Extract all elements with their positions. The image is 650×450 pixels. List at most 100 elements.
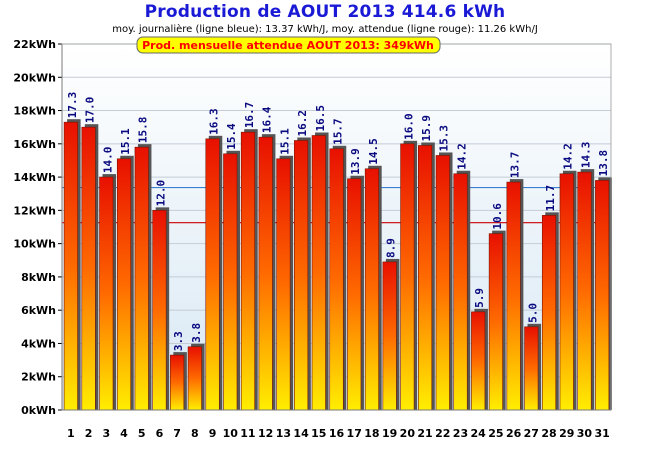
x-tick-label: 23	[453, 427, 468, 440]
bar	[382, 261, 397, 411]
bar	[435, 155, 450, 411]
data-label: 11.7	[544, 185, 557, 212]
bar	[187, 346, 202, 411]
x-tick-label: 14	[293, 427, 309, 440]
bar	[364, 168, 379, 411]
x-tick-label: 16	[329, 427, 345, 440]
x-tick-label: 26	[506, 427, 522, 440]
data-label: 5.9	[473, 288, 486, 308]
data-label: 15.1	[119, 128, 132, 155]
data-label: 3.3	[172, 331, 185, 351]
x-tick-label: 28	[541, 427, 556, 440]
y-tick-label: 2kWh	[21, 371, 56, 384]
bar	[541, 215, 557, 411]
x-tick-label: 9	[209, 427, 217, 440]
bar	[240, 131, 256, 411]
bar	[453, 173, 468, 411]
bar	[524, 326, 539, 411]
data-label: 16.0	[402, 113, 415, 140]
chart-title: Production de AOUT 2013 414.6 kWh	[144, 2, 506, 22]
x-tick-label: 31	[594, 427, 609, 440]
bar	[81, 126, 96, 411]
data-label: 16.2	[296, 110, 309, 137]
data-label: 15.4	[225, 123, 238, 150]
x-tick-label: 24	[471, 427, 487, 440]
x-tick-label: 18	[364, 427, 379, 440]
y-tick-label: 16kWh	[13, 138, 56, 151]
y-tick-label: 10kWh	[13, 238, 56, 251]
data-label: 5.0	[526, 303, 539, 323]
x-tick-label: 3	[102, 427, 110, 440]
data-label: 16.7	[243, 102, 256, 128]
bar	[99, 176, 114, 411]
data-label: 13.7	[509, 152, 522, 179]
data-label: 16.5	[314, 105, 327, 132]
y-tick-label: 22kWh	[13, 38, 56, 51]
bar	[559, 173, 574, 411]
y-tick-label: 12kWh	[13, 204, 56, 217]
data-label: 13.9	[349, 148, 362, 175]
data-label: 15.8	[137, 117, 150, 144]
bar	[223, 153, 238, 411]
y-tick-label: 18kWh	[13, 105, 56, 118]
data-label: 3.8	[190, 323, 203, 343]
annotation-box	[136, 36, 441, 54]
bar	[400, 143, 415, 411]
data-label: 15.3	[438, 125, 451, 152]
bar	[595, 180, 610, 411]
bar	[417, 145, 433, 411]
data-label: 14.3	[579, 142, 592, 169]
data-label: 14.2	[562, 143, 575, 170]
x-tick-label: 11	[240, 427, 255, 440]
data-label: 15.1	[278, 128, 291, 155]
data-label: 12.0	[154, 180, 167, 207]
x-tick-label: 21	[417, 427, 432, 440]
data-label: 16.3	[208, 108, 221, 135]
x-tick-label: 8	[191, 427, 199, 440]
y-tick-label: 14kWh	[13, 171, 56, 184]
data-label: 14.5	[367, 138, 380, 165]
x-tick-label: 7	[173, 427, 181, 440]
x-tick-label: 25	[488, 427, 503, 440]
data-label: 16.4	[261, 106, 274, 133]
bar	[329, 148, 344, 411]
x-tick-label: 2	[85, 427, 93, 440]
data-label: 15.9	[420, 115, 433, 142]
data-label: 17.0	[84, 97, 97, 124]
bar	[347, 178, 362, 411]
data-label: 8.9	[385, 238, 398, 258]
x-tick-label: 4	[120, 427, 128, 440]
x-tick-label: 17	[347, 427, 362, 440]
bar	[506, 181, 521, 411]
x-tick-label: 22	[435, 427, 450, 440]
x-tick-label: 1	[67, 427, 75, 440]
x-tick-label: 20	[400, 427, 416, 440]
bar	[311, 135, 326, 411]
chart-subtitle: moy. journalière (ligne bleue): 13.37 kW…	[112, 24, 538, 35]
bar	[205, 138, 220, 411]
x-tick-label: 13	[276, 427, 291, 440]
data-label: 14.2	[455, 143, 468, 170]
x-tick-label: 15	[311, 427, 326, 440]
bar	[258, 136, 273, 411]
bar	[152, 210, 167, 411]
bar	[276, 158, 291, 411]
bar	[294, 140, 309, 411]
y-tick-label: 8kWh	[21, 271, 56, 284]
data-label: 13.8	[597, 150, 610, 177]
x-tick-label: 10	[223, 427, 239, 440]
x-tick-label: 12	[258, 427, 273, 440]
bar	[116, 158, 132, 411]
bar	[471, 311, 486, 411]
y-tick-label: 0kWh	[21, 404, 56, 417]
x-tick-label: 19	[382, 427, 397, 440]
bar	[488, 233, 503, 411]
x-tick-label: 29	[559, 427, 574, 440]
x-tick-label: 30	[577, 427, 593, 440]
y-tick-label: 6kWh	[21, 304, 56, 317]
x-tick-label: 27	[524, 427, 539, 440]
bar	[63, 121, 78, 411]
y-tick-label: 4kWh	[21, 337, 56, 350]
data-label: 15.7	[332, 118, 345, 145]
